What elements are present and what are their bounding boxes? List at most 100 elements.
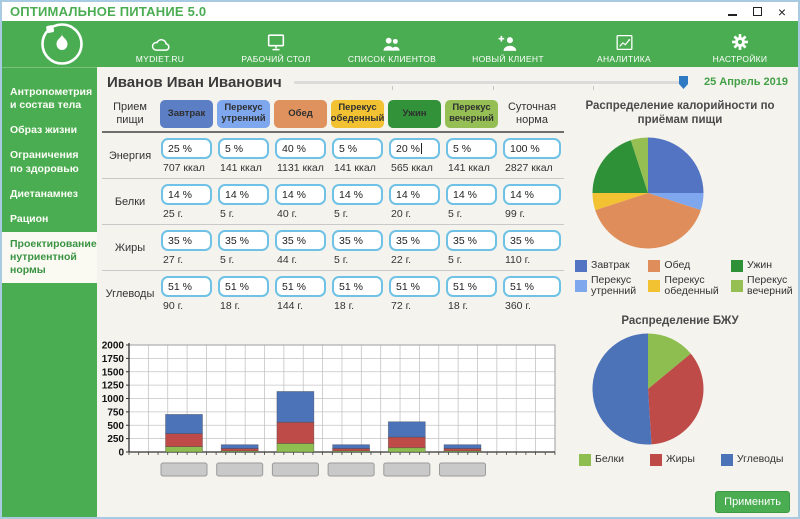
percent-input-energy-breakfast[interactable]: 25 % bbox=[161, 138, 212, 159]
nav-item-settings[interactable]: НАСТРОЙКИ bbox=[682, 21, 798, 67]
legend-swatch bbox=[575, 280, 587, 293]
percent-input-proteins-evening-snack[interactable]: 14 % bbox=[446, 184, 497, 205]
percent-input-energy-morning-snack[interactable]: 5 % bbox=[218, 138, 269, 159]
meal-button-morning-snack[interactable]: Перекус утренний bbox=[217, 100, 270, 128]
bar-axis-button-dinner[interactable] bbox=[383, 462, 431, 477]
percent-input-energy-afternoon-snack[interactable]: 5 % bbox=[332, 138, 383, 159]
value-label-carbs-morning-snack: 18 г. bbox=[220, 300, 241, 312]
value-label-fats-afternoon-snack: 5 г. bbox=[334, 254, 349, 266]
value-label-carbs-breakfast: 90 г. bbox=[163, 300, 184, 312]
table-cell: 51 % 18 г. bbox=[215, 271, 272, 316]
percent-input-proteins-lunch[interactable]: 14 % bbox=[275, 184, 326, 205]
percent-input-carbs-breakfast[interactable]: 51 % bbox=[161, 276, 212, 297]
percent-input-carbs-morning-snack[interactable]: 51 % bbox=[218, 276, 269, 297]
bar-axis-button-lunch[interactable] bbox=[271, 462, 319, 477]
nav-item-client-list[interactable]: СПИСОК КЛИЕНТОВ bbox=[334, 21, 450, 67]
pie-chart-svg bbox=[592, 333, 704, 445]
meal-button-dinner[interactable]: Ужин bbox=[388, 100, 441, 128]
percent-input-energy-evening-snack[interactable]: 5 % bbox=[446, 138, 497, 159]
value-label-proteins-daily-total: 99 г. bbox=[505, 208, 526, 220]
nav-item-label: СПИСОК КЛИЕНТОВ bbox=[347, 54, 437, 64]
legend-label: Жиры bbox=[665, 453, 695, 466]
slider-tick bbox=[492, 86, 494, 90]
bar-axis-button-morning-snack[interactable] bbox=[216, 462, 264, 477]
close-button[interactable]: × bbox=[777, 3, 787, 20]
apply-button[interactable]: Применить bbox=[715, 491, 790, 513]
value-label-proteins-breakfast: 25 г. bbox=[163, 208, 184, 220]
percent-input-carbs-daily-total[interactable]: 51 % bbox=[503, 276, 561, 297]
percent-input-proteins-morning-snack[interactable]: 14 % bbox=[218, 184, 269, 205]
table-cell: 14 % 5 г. bbox=[329, 179, 386, 225]
table-cell: 14 % 99 г. bbox=[500, 179, 564, 225]
nav-item-label: РАБОЧИЙ СТОЛ bbox=[241, 54, 311, 64]
date-slider[interactable] bbox=[292, 74, 694, 90]
value-label-proteins-lunch: 40 г. bbox=[277, 208, 298, 220]
sidebar-item-health-restrictions[interactable]: Ограничения по здоровью bbox=[10, 149, 79, 175]
table-cell: 14 % 5 г. bbox=[443, 179, 500, 225]
svg-text:1250: 1250 bbox=[102, 381, 125, 392]
patient-header: Иванов Иван Иванович 25 Апрель 2019 bbox=[97, 67, 798, 97]
sidebar-item-ration[interactable]: Рацион bbox=[10, 212, 49, 225]
percent-input-energy-dinner[interactable]: 20 % bbox=[389, 138, 440, 159]
table-cell: 35 % 27 г. bbox=[158, 225, 215, 271]
nav-item-mydiet[interactable]: MYDIET.RU bbox=[102, 21, 218, 67]
percent-input-carbs-evening-snack[interactable]: 51 % bbox=[446, 276, 497, 297]
percent-input-carbs-afternoon-snack[interactable]: 51 % bbox=[332, 276, 383, 297]
percent-input-fats-breakfast[interactable]: 35 % bbox=[161, 230, 212, 251]
bar-axis-button-breakfast[interactable] bbox=[160, 462, 208, 477]
table-cell: 5 % 141 ккал bbox=[329, 133, 386, 179]
percent-input-energy-lunch[interactable]: 40 % bbox=[275, 138, 326, 159]
svg-text:1500: 1500 bbox=[102, 367, 125, 378]
sidebar-item-lifestyle[interactable]: Образ жизни bbox=[10, 124, 78, 137]
percent-input-proteins-afternoon-snack[interactable]: 14 % bbox=[332, 184, 383, 205]
bju-pie-chart bbox=[591, 332, 795, 446]
sidebar-item-nutrient-norm-design[interactable]: Проектирование нутриентной нормы bbox=[2, 231, 97, 284]
sidebar-item-anthropometry[interactable]: Антропометрия и состав тела bbox=[10, 86, 93, 112]
meal-button-afternoon-snack[interactable]: Перекус обеденный bbox=[331, 100, 384, 128]
value-label-fats-evening-snack: 5 г. bbox=[448, 254, 463, 266]
nav-item-new-client[interactable]: НОВЫЙ КЛИЕНТ bbox=[450, 21, 566, 67]
table-cell: 35 % 5 г. bbox=[443, 225, 500, 271]
nav-item-analytics[interactable]: АНАЛИТИКА bbox=[566, 21, 682, 67]
slider-track[interactable] bbox=[293, 81, 686, 84]
meal-button-lunch[interactable]: Обед bbox=[274, 100, 327, 128]
percent-input-energy-daily-total[interactable]: 100 % bbox=[503, 138, 561, 159]
table-cell: 14 % 25 г. bbox=[158, 179, 215, 225]
table-cell: 51 % 72 г. bbox=[386, 271, 443, 316]
svg-text:1750: 1750 bbox=[102, 354, 125, 365]
sidebar-item-diet-history[interactable]: Диетанамнез bbox=[10, 187, 78, 200]
value-label-proteins-afternoon-snack: 5 г. bbox=[334, 208, 349, 220]
maximize-button[interactable] bbox=[751, 5, 763, 19]
slider-handle[interactable] bbox=[679, 76, 688, 89]
legend-item: Жиры bbox=[649, 453, 695, 467]
percent-input-proteins-dinner[interactable]: 14 % bbox=[389, 184, 440, 205]
percent-input-fats-evening-snack[interactable]: 35 % bbox=[446, 230, 497, 251]
meal-button-breakfast[interactable]: Завтрак bbox=[160, 100, 213, 128]
percent-input-carbs-lunch[interactable]: 51 % bbox=[275, 276, 326, 297]
table-cell: 14 % 5 г. bbox=[215, 179, 272, 225]
percent-input-fats-dinner[interactable]: 35 % bbox=[389, 230, 440, 251]
percent-input-proteins-breakfast[interactable]: 14 % bbox=[161, 184, 212, 205]
percent-input-fats-daily-total[interactable]: 35 % bbox=[503, 230, 561, 251]
cloud-icon bbox=[149, 30, 172, 52]
bar-axis-button-afternoon-snack[interactable] bbox=[327, 462, 375, 477]
table-cell: 5 % 141 ккал bbox=[443, 133, 500, 179]
meal-header-cell: Обед bbox=[272, 97, 329, 133]
pie2-title: Распределение БЖУ bbox=[621, 314, 739, 327]
percent-input-fats-morning-snack[interactable]: 35 % bbox=[218, 230, 269, 251]
table-cell: 51 % 90 г. bbox=[158, 271, 215, 316]
table-cell: 51 % 18 г. bbox=[329, 271, 386, 316]
bar-axis-button-evening-snack[interactable] bbox=[439, 462, 486, 477]
meal-button-evening-snack[interactable]: Перекус вечерний bbox=[445, 100, 498, 128]
percent-input-fats-lunch[interactable]: 35 % bbox=[275, 230, 326, 251]
percent-input-carbs-dinner[interactable]: 51 % bbox=[389, 276, 440, 297]
legend-label: Ужин bbox=[747, 258, 773, 271]
minimize-button[interactable] bbox=[726, 5, 738, 19]
clients-icon bbox=[380, 30, 404, 52]
percent-input-proteins-daily-total[interactable]: 14 % bbox=[503, 184, 561, 205]
legend-swatch bbox=[731, 259, 744, 272]
nav-item-desktop[interactable]: РАБОЧИЙ СТОЛ bbox=[218, 21, 334, 67]
percent-input-fats-afternoon-snack[interactable]: 35 % bbox=[332, 230, 383, 251]
text-caret bbox=[420, 143, 422, 154]
legend-item: Завтрак bbox=[575, 259, 638, 272]
